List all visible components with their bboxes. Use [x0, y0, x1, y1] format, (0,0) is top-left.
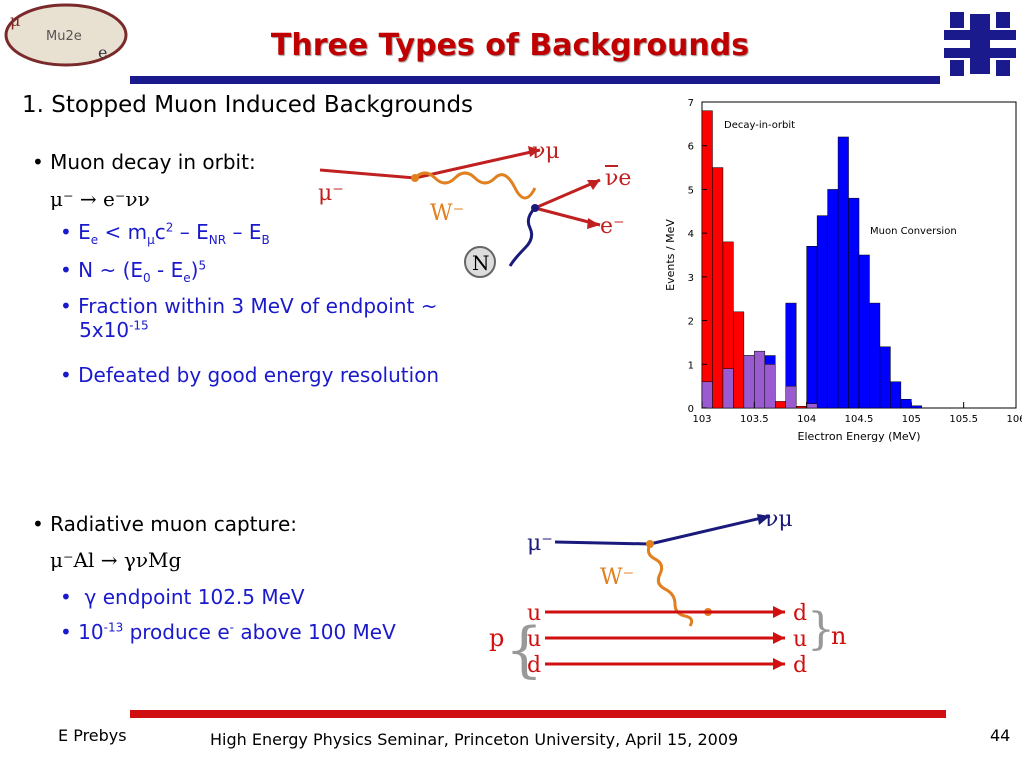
label-e: e⁻	[600, 214, 625, 239]
bar-muon-conversion	[879, 346, 891, 409]
bullet-text: Muon decay in orbit:	[50, 150, 256, 174]
fraction-exponent: -15	[129, 318, 149, 333]
quark-in-1: u	[527, 601, 541, 626]
bar-overlap	[701, 381, 713, 409]
legend-entry-muon-conversion: Muon Conversion	[870, 226, 957, 237]
quark-out-2: u	[793, 627, 807, 652]
y-tick-label: 4	[688, 229, 694, 240]
label-mu-2: μ⁻	[527, 531, 553, 556]
bar-muon-conversion	[869, 302, 881, 409]
label-nubar-e: νe	[605, 166, 631, 191]
bar-muon-conversion	[816, 215, 828, 409]
gamma-endpoint-text: γ endpoint 102.5 MeV	[84, 585, 305, 609]
footer-event: High Energy Physics Seminar, Princeton U…	[210, 730, 739, 749]
bar-overlap	[764, 364, 776, 409]
svg-text:e: e	[98, 43, 107, 62]
legend-entry-decay-in-orbit: Decay-in-orbit	[724, 120, 795, 131]
dio-spectrum-chart: 0 1 2 3 4 5 6 7 103 103.5 104 104.5 105 105.5 106 Elect…	[660, 94, 1024, 444]
bar-overlap	[785, 385, 797, 409]
bar-overlap	[754, 350, 766, 409]
bar-decay-in-orbit	[795, 406, 807, 409]
bullet-text-2: Radiative muon capture:	[50, 512, 297, 536]
y-tick-label: 3	[688, 273, 694, 284]
bullet-decay-in-orbit: • Muon decay in orbit:	[32, 150, 256, 174]
y-tick-label: 7	[688, 98, 694, 109]
bar-muon-conversion	[900, 399, 912, 409]
bar-muon-conversion	[827, 189, 839, 409]
bar-overlap	[722, 368, 734, 409]
y-tick-label: 2	[688, 317, 694, 328]
quark-in-2: u	[527, 627, 541, 652]
y-tick-label: 0	[688, 404, 694, 415]
label-p: p	[489, 624, 504, 652]
subbullet-rmc-rate: • 10-13 produce e- above 100 MeV	[60, 620, 396, 644]
y-tick-label: 6	[688, 142, 694, 153]
bar-muon-conversion	[890, 381, 902, 409]
mu2e-logo: μ Mu2e e	[2, 2, 130, 68]
y-tick-label: 5	[688, 185, 694, 196]
resolution-text: Defeated by good energy resolution	[78, 363, 440, 387]
x-axis-label: Electron Energy (MeV)	[798, 430, 921, 443]
label-W: W⁻	[430, 201, 464, 226]
fraction-line1: Fraction within 3 MeV of endpoint ~	[78, 294, 438, 318]
header-rule	[130, 76, 940, 84]
page-number: 44	[990, 726, 1011, 745]
feynman-diagram-rmc: μ⁻ W⁻ νμ p { u u d d u d } n	[485, 500, 865, 685]
brace-right: }	[807, 604, 835, 655]
fraction-line2: 5x10	[79, 318, 130, 342]
x-tick-label: 106	[1006, 414, 1022, 425]
x-tick-label: 105.5	[949, 414, 978, 425]
bar-muon-conversion	[911, 405, 923, 409]
subbullet-fraction: • Fraction within 3 MeV of endpoint ~ 5x…	[60, 294, 438, 342]
svg-text:μ: μ	[10, 11, 20, 30]
bar-decay-in-orbit	[712, 167, 724, 409]
bar-decay-in-orbit	[701, 110, 713, 409]
bar-decay-in-orbit	[775, 401, 786, 409]
bar-muon-conversion	[858, 254, 870, 409]
subbullet-spectrum: • N ~ (E0 - Ee)5	[60, 258, 207, 285]
bar-muon-conversion	[848, 197, 860, 409]
label-mu: μ⁻	[318, 181, 344, 206]
label-W-2: W⁻	[600, 565, 634, 590]
bar-muon-conversion	[837, 136, 849, 409]
subbullet-energy-bound: • Ee < mμc2 – ENR – EB	[60, 220, 270, 247]
feynman-diagram-decay-in-orbit: N μ⁻ W⁻ νμ νe e⁻	[300, 130, 640, 290]
bullet-radiative-capture: • Radiative muon capture:	[32, 512, 297, 536]
brace-left: {	[505, 615, 543, 685]
quark-out-3: d	[793, 653, 807, 678]
label-nu-mu: νμ	[532, 139, 560, 164]
y-tick-label: 1	[688, 360, 694, 371]
subbullet-gamma-endpoint: • γ endpoint 102.5 MeV	[60, 585, 305, 609]
fermilab-logo	[940, 4, 1020, 84]
label-nu-mu-2: νμ	[765, 507, 793, 532]
bar-overlap	[743, 355, 755, 409]
quark-out-1: d	[793, 601, 807, 626]
label-N: N	[472, 251, 490, 275]
bar-muon-conversion	[806, 246, 818, 409]
decay-reaction: μ⁻ → e⁻νν	[50, 187, 150, 211]
label-n: n	[831, 622, 846, 650]
footer-author: E Prebys	[58, 726, 127, 745]
x-tick-label: 105	[902, 414, 921, 425]
logo-text: Mu2e	[46, 29, 82, 44]
footer-rule	[130, 710, 946, 718]
rmc-reaction: μ⁻Al → γνMg	[50, 548, 182, 572]
x-tick-label: 104	[797, 414, 816, 425]
x-tick-label: 104.5	[845, 414, 874, 425]
bar-decay-in-orbit	[733, 311, 745, 409]
bar-overlap	[806, 403, 818, 409]
y-axis-label: Events / MeV	[664, 219, 677, 291]
slide-title: Three Types of Backgrounds	[270, 28, 750, 63]
x-tick-label: 103.5	[740, 414, 769, 425]
x-tick-label: 103	[692, 414, 711, 425]
quark-in-3: d	[527, 653, 541, 678]
subbullet-resolution: • Defeated by good energy resolution	[60, 363, 440, 387]
section1-heading: 1. Stopped Muon Induced Backgrounds	[22, 92, 474, 118]
